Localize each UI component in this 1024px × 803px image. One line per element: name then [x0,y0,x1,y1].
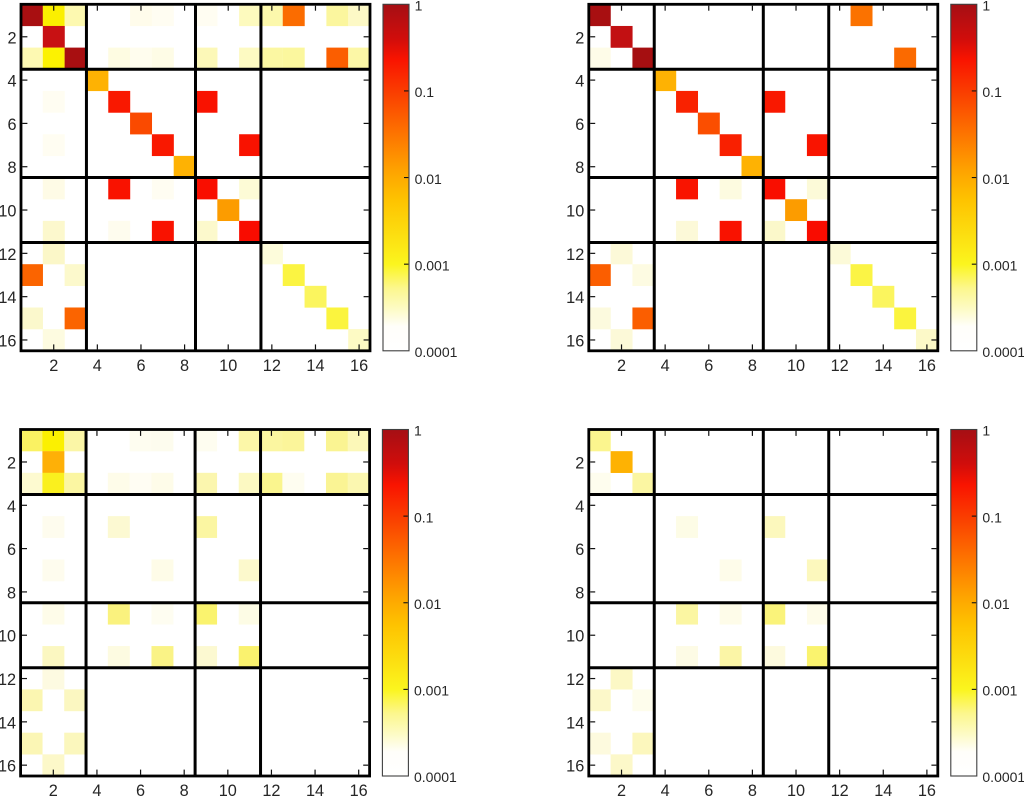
svg-text:0.1: 0.1 [982,84,1002,100]
svg-text:10: 10 [787,357,805,375]
svg-text:16: 16 [350,782,368,798]
svg-text:1: 1 [982,423,990,439]
svg-text:10: 10 [219,357,237,375]
svg-text:0.001: 0.001 [415,257,450,273]
svg-text:4: 4 [92,782,101,798]
svg-text:2: 2 [7,454,16,472]
svg-text:0.001: 0.001 [414,683,449,699]
svg-text:16: 16 [0,332,17,350]
svg-text:16: 16 [918,357,936,375]
svg-text:14: 14 [0,714,16,732]
svg-text:14: 14 [0,289,17,307]
svg-text:14: 14 [306,357,324,375]
svg-text:2: 2 [7,29,16,47]
svg-text:6: 6 [575,541,584,559]
svg-text:4: 4 [93,357,102,375]
svg-text:4: 4 [7,498,16,516]
svg-text:14: 14 [874,357,892,375]
svg-text:4: 4 [7,73,16,91]
svg-text:1: 1 [414,423,422,439]
svg-text:16: 16 [918,782,936,798]
svg-text:2: 2 [575,454,584,472]
svg-text:16: 16 [0,758,16,776]
svg-text:14: 14 [566,714,584,732]
svg-text:8: 8 [575,159,584,177]
svg-text:2: 2 [617,357,626,375]
svg-text:0.001: 0.001 [982,257,1017,273]
svg-text:12: 12 [0,246,17,264]
svg-text:14: 14 [306,782,324,798]
svg-text:2: 2 [617,782,626,798]
svg-text:2: 2 [49,782,58,798]
svg-text:8: 8 [748,357,757,375]
svg-text:10: 10 [787,782,805,798]
svg-text:0.0001: 0.0001 [414,769,457,785]
svg-text:0.1: 0.1 [414,509,434,525]
svg-text:0.0001: 0.0001 [982,769,1024,785]
svg-text:0.0001: 0.0001 [415,344,458,360]
svg-text:6: 6 [136,782,145,798]
svg-text:8: 8 [7,159,16,177]
svg-text:10: 10 [566,628,584,646]
svg-text:12: 12 [263,357,281,375]
svg-text:6: 6 [575,116,584,134]
svg-text:10: 10 [0,628,16,646]
svg-text:4: 4 [661,782,670,798]
svg-text:4: 4 [575,498,584,516]
svg-text:10: 10 [566,203,584,221]
svg-text:8: 8 [180,782,189,798]
svg-text:6: 6 [136,357,145,375]
svg-text:4: 4 [575,73,584,91]
svg-text:4: 4 [661,357,670,375]
svg-text:0.1: 0.1 [415,84,435,100]
svg-text:0.01: 0.01 [982,171,1009,187]
svg-text:6: 6 [704,357,713,375]
svg-text:0.0001: 0.0001 [982,344,1024,360]
svg-text:6: 6 [704,782,713,798]
svg-text:12: 12 [566,671,584,689]
svg-text:16: 16 [350,357,368,375]
svg-text:16: 16 [566,758,584,776]
svg-text:1: 1 [982,0,990,14]
svg-text:0.01: 0.01 [414,596,441,612]
svg-text:12: 12 [566,246,584,264]
svg-text:2: 2 [49,357,58,375]
svg-text:6: 6 [7,116,16,134]
svg-text:8: 8 [575,584,584,602]
svg-text:10: 10 [219,782,237,798]
svg-text:8: 8 [180,357,189,375]
svg-text:6: 6 [7,541,16,559]
svg-text:12: 12 [0,671,16,689]
svg-text:0.001: 0.001 [982,683,1017,699]
svg-text:8: 8 [7,584,16,602]
svg-text:0.01: 0.01 [415,171,442,187]
svg-text:14: 14 [874,782,892,798]
svg-text:12: 12 [831,357,849,375]
svg-text:0.1: 0.1 [982,509,1002,525]
svg-text:16: 16 [566,332,584,350]
svg-text:12: 12 [262,782,280,798]
svg-text:1: 1 [415,0,423,14]
svg-text:10: 10 [0,203,17,221]
svg-text:0.01: 0.01 [982,596,1009,612]
svg-text:12: 12 [831,782,849,798]
svg-text:14: 14 [566,289,584,307]
svg-text:2: 2 [575,29,584,47]
svg-text:8: 8 [748,782,757,798]
